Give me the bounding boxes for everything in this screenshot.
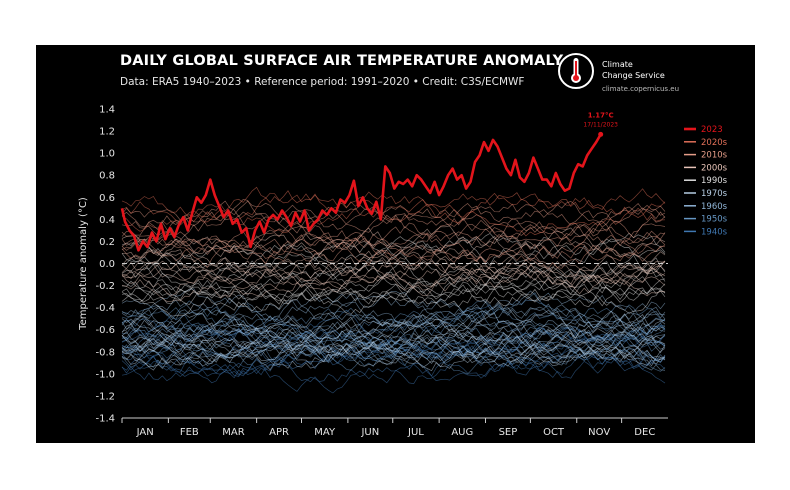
series-line-1940s xyxy=(121,356,666,394)
series-line-2000s xyxy=(121,263,666,293)
legend-label: 2010s xyxy=(701,151,728,161)
legend-label: 1970s xyxy=(701,189,728,199)
series-line-1960s xyxy=(121,293,666,327)
chart-panel: 1.4 1.2 1.0 0.8 0.6 0.4 0.2 0.0 -0.2 -0.4 -0.6 -0.8… xyxy=(36,45,755,443)
x-tick-label: MAY xyxy=(314,427,336,438)
x-tick-label: AUG xyxy=(451,427,473,438)
series-line-1970s xyxy=(121,312,666,353)
logo-text: Climate Change Service xyxy=(602,59,665,81)
y-tick-label: 0.6 xyxy=(99,193,115,204)
series-line-1970s xyxy=(121,342,666,368)
series-line-1960s xyxy=(121,290,666,316)
series-line-2010s xyxy=(121,216,666,256)
series-line-1940s xyxy=(121,334,666,373)
series-line-2010s xyxy=(121,232,666,270)
x-tick-label: JUN xyxy=(360,427,379,438)
series-line-2020s xyxy=(121,203,666,237)
series-line-2000s xyxy=(121,259,665,297)
y-tick-label: -0.6 xyxy=(95,325,115,336)
series-line-1960s xyxy=(121,288,666,327)
series-line-2010s xyxy=(121,232,666,264)
x-tick-label: SEP xyxy=(499,427,518,438)
legend-label: 1940s xyxy=(701,227,728,237)
series-line-2000s xyxy=(121,234,666,260)
y-tick-label: 0.4 xyxy=(99,215,115,226)
y-tick-label: -0.2 xyxy=(95,281,115,292)
y-tick-label: 1.4 xyxy=(99,105,115,116)
chart-title: DAILY GLOBAL SURFACE AIR TEMPERATURE ANO… xyxy=(120,53,564,69)
series-line-2010s xyxy=(121,199,666,234)
y-tick-label: -1.0 xyxy=(95,369,115,380)
series-line-2010s xyxy=(121,226,666,254)
series-line-1940s xyxy=(121,354,666,392)
x-tick-label: FEB xyxy=(180,427,199,438)
series-line-2023 xyxy=(120,133,602,252)
series-line-1950s xyxy=(121,299,666,340)
annotation-point xyxy=(598,131,604,137)
y-tick-label: 0.0 xyxy=(99,259,115,270)
series-line-1940s xyxy=(121,324,666,358)
series-line-1970s xyxy=(121,334,666,372)
series-line-1970s xyxy=(121,332,666,371)
annotation-value: 1.17°C xyxy=(588,111,614,119)
y-tick-label: 1.0 xyxy=(99,149,115,160)
thermometer-globe-icon xyxy=(558,53,594,89)
series-line-1950s xyxy=(121,292,666,331)
logo-line-1: Climate xyxy=(602,60,633,69)
x-tick-label: MAR xyxy=(222,427,244,438)
y-axis-label: Temperature anomaly (°C) xyxy=(78,197,89,331)
logo-line-2: Change Service xyxy=(602,71,665,80)
legend-label: 2000s xyxy=(701,163,728,173)
series-line-1970s xyxy=(121,340,666,369)
series-line-2020s xyxy=(121,191,666,222)
series-line-2020s xyxy=(121,186,666,219)
legend-label: 1990s xyxy=(701,176,728,186)
x-tick-label: DEC xyxy=(634,427,655,438)
logo-url: climate.copernicus.eu xyxy=(602,85,680,93)
series-line-1970s xyxy=(121,302,666,344)
series-line-1970s xyxy=(121,314,666,350)
series-line-1990s xyxy=(121,281,666,317)
y-tick-label: -0.4 xyxy=(95,303,115,314)
series-line-2000s xyxy=(121,260,666,297)
series-line-1990s xyxy=(121,280,666,305)
legend-label: 2023 xyxy=(701,125,723,135)
y-tick-label: 1.2 xyxy=(99,127,115,138)
series-line-1950s xyxy=(121,318,666,350)
x-tick-label: OCT xyxy=(543,427,565,438)
y-tick-label: 0.8 xyxy=(99,171,115,182)
y-tick-label: -0.8 xyxy=(95,347,115,358)
series-line-1990s xyxy=(121,276,666,312)
legend-label: 2020s xyxy=(701,138,728,148)
series-line-1970s xyxy=(121,322,666,354)
x-tick-label: JAN xyxy=(136,427,154,438)
x-tick-label: JUL xyxy=(407,427,424,438)
legend-label: 1960s xyxy=(701,202,728,212)
chart-subtitle: Data: ERA5 1940–2023 • Reference period:… xyxy=(120,76,525,88)
series-line-1960s xyxy=(121,312,666,349)
series-line-2000s xyxy=(121,249,666,290)
x-tick-label: APR xyxy=(269,427,289,438)
series-line-1990s xyxy=(121,261,666,293)
series-line-2010s xyxy=(121,227,666,267)
annotation-date: 17/11/2023 xyxy=(583,121,618,128)
series-line-2010s xyxy=(121,200,666,237)
series-line-2010s xyxy=(121,214,666,249)
y-tick-label: -1.4 xyxy=(95,414,115,425)
series-line-1960s xyxy=(121,308,666,336)
chart-canvas: 1.4 1.2 1.0 0.8 0.6 0.4 0.2 0.0 -0.2 -0.4 -0.6 -0.8… xyxy=(78,105,728,439)
legend-label: 1950s xyxy=(701,215,728,225)
y-tick-label: -1.2 xyxy=(95,391,115,402)
series-line-1970s xyxy=(121,312,666,343)
series-line-1950s xyxy=(121,300,666,347)
x-tick-label: NOV xyxy=(588,427,610,438)
y-tick-label: 0.2 xyxy=(99,237,115,248)
series-line-2000s xyxy=(121,250,666,287)
